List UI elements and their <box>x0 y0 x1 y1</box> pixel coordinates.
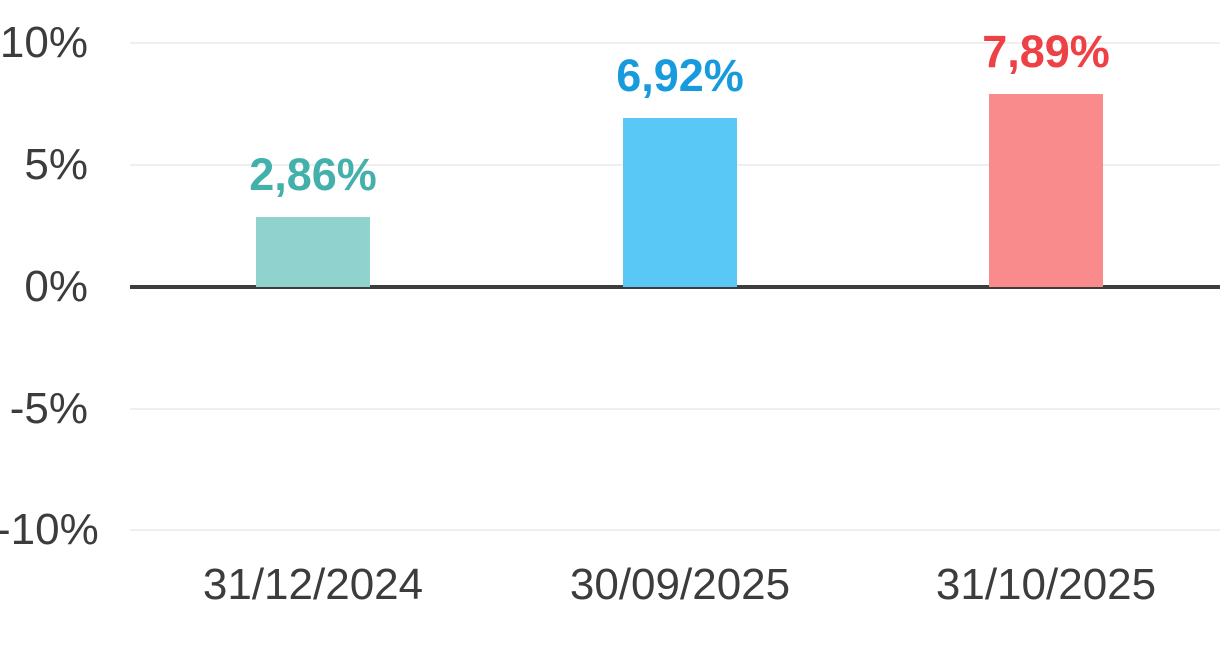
gridline-neg10pct <box>130 529 1220 531</box>
gridline-10pct <box>130 42 1220 44</box>
gridline-neg5pct <box>130 408 1220 410</box>
y-tick-label: 5% <box>24 140 88 189</box>
y-tick-label: 0% <box>24 262 88 311</box>
x-axis-line <box>130 285 1220 289</box>
bar <box>989 94 1103 287</box>
x-tick-label: 30/09/2025 <box>569 560 791 609</box>
y-tick-label: 10% <box>0 18 88 67</box>
bar <box>623 118 737 287</box>
bar-value-label: 7,89% <box>982 25 1110 77</box>
bar <box>256 217 370 287</box>
bar-value-label: 6,92% <box>616 49 744 101</box>
y-tick-label: -10% <box>0 505 99 554</box>
x-tick-label: 31/12/2024 <box>202 560 424 609</box>
y-tick-label: -5% <box>9 384 88 433</box>
bar-value-label: 2,86% <box>249 148 377 200</box>
x-tick-label: 31/10/2025 <box>935 560 1157 609</box>
